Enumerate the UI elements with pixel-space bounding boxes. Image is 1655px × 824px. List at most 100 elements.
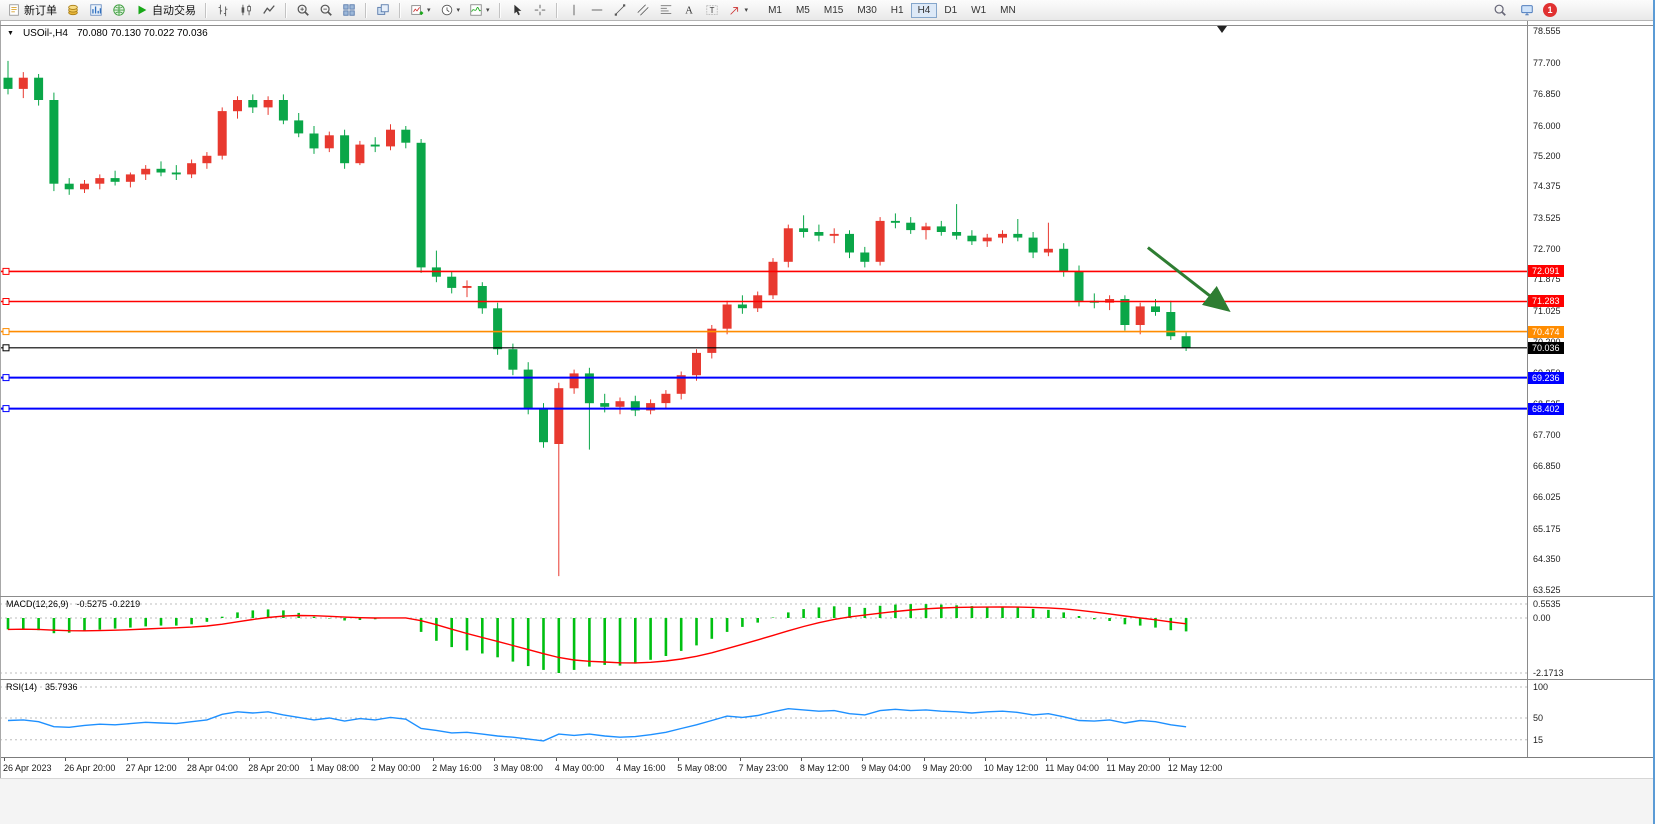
time-axis-label: 4 May 00:00 <box>554 763 605 773</box>
horizontal-line-tool-button[interactable] <box>586 0 608 20</box>
arrows-tool-button[interactable]: ▾ <box>724 0 753 20</box>
time-axis-label: 2 May 00:00 <box>370 763 421 773</box>
channel-tool-button[interactable] <box>632 0 654 20</box>
data-window-button[interactable] <box>85 0 107 20</box>
pane-separator[interactable] <box>0 596 1655 597</box>
toolbar-separator <box>365 2 367 18</box>
new-order-icon <box>9 4 19 16</box>
rsi-value-label: 35.7936 <box>45 682 78 692</box>
candlestick-type-button[interactable] <box>235 0 257 20</box>
time-axis-tick <box>187 758 189 761</box>
macd-axis-tick: 0.5535 <box>1533 598 1561 609</box>
search-button[interactable] <box>1489 0 1511 20</box>
auto-trading-button[interactable]: 自动交易 <box>131 0 200 20</box>
line-chart-icon <box>263 5 275 14</box>
axis-divider <box>1527 21 1528 757</box>
time-axis-label: 3 May 08:00 <box>493 763 543 773</box>
chart-symbol-label: USOil-,H4 <box>22 28 68 39</box>
time-axis-tick <box>984 758 986 761</box>
notification-badge[interactable]: 1 <box>1543 3 1557 17</box>
toolbar-separator <box>498 2 501 18</box>
toolbar-right-group: 1 <box>1489 0 1557 20</box>
time-axis-label: 4 May 16:00 <box>616 763 666 773</box>
time-axis-tick <box>433 758 435 761</box>
price-line-label: 71.283 <box>1528 295 1564 308</box>
macd-name-label: MACD(12,26,9) <box>6 599 69 609</box>
cursor-icon <box>513 4 521 16</box>
crosshair-tool-button[interactable] <box>529 0 551 20</box>
macd-axis-tick: 0.00 <box>1533 613 1551 623</box>
zoom-out-button[interactable] <box>315 0 337 20</box>
label-icon: T <box>705 5 718 15</box>
rsi-name-label: RSI(14) <box>6 682 38 692</box>
tab-timeframe-h1[interactable]: H1 <box>890 4 904 16</box>
price-axis-tick: 71.025 <box>1533 306 1561 317</box>
price-axis-tick: 66.025 <box>1533 492 1561 503</box>
chevron-down-icon: ▾ <box>744 7 749 14</box>
arrow-tool-icon <box>729 6 738 15</box>
tab-timeframe-w1[interactable]: W1 <box>971 4 987 16</box>
chart-header: ▼ USOil-,H4 70.080 70.130 70.022 70.036 <box>7 28 208 39</box>
toolbar-separator <box>205 2 207 18</box>
price-axis-tick: 72.700 <box>1533 243 1561 254</box>
tab-timeframe-d1[interactable]: D1 <box>944 4 958 16</box>
price-axis-tick: 76.850 <box>1533 89 1561 100</box>
new-order-button[interactable]: 新订单 <box>3 0 61 20</box>
tab-timeframe-m30[interactable]: M30 <box>857 4 877 16</box>
time-axis-tick <box>923 758 925 761</box>
time-axis-label: 12 May 12:00 <box>1167 763 1223 773</box>
user-monitor-icon <box>1521 5 1533 16</box>
cursor-tool-button[interactable] <box>506 0 528 20</box>
zoom-in-button[interactable] <box>292 0 314 20</box>
time-axis-label: 10 May 12:00 <box>983 763 1039 773</box>
rsi-canvas <box>0 686 1527 742</box>
time-axis[interactable]: 26 Apr 2023 26 Apr 20:00 27 Apr 12:00 28 Ap… <box>0 757 1655 778</box>
indicator-icon <box>470 4 482 16</box>
rsi-label-row: RSI(14) 35.7936 <box>6 682 78 692</box>
market-watch-button[interactable] <box>62 0 84 20</box>
fibonacci-icon <box>660 5 671 14</box>
tab-timeframe-m1[interactable]: M1 <box>768 4 782 16</box>
svg-text:T: T <box>709 6 714 15</box>
macd-pane[interactable]: MACD(12,26,9) -0.5275 -0.2219 0.5535 0.00… <box>0 597 1655 679</box>
main-chart-pane[interactable]: ▼ USOil-,H4 70.080 70.130 70.022 70.036 … <box>0 21 1655 596</box>
tile-windows-button[interactable] <box>338 0 360 20</box>
vertical-line-tool-button[interactable] <box>563 0 585 20</box>
cascade-windows-button[interactable] <box>372 0 394 20</box>
trendline-icon <box>614 4 625 16</box>
chart-shift-marker[interactable] <box>1217 26 1227 33</box>
rsi-pane[interactable]: RSI(14) 35.7936 100 50 15 <box>0 680 1655 757</box>
price-line-label: 72.091 <box>1528 265 1564 278</box>
label-tool-button[interactable]: T <box>701 0 723 20</box>
chart-top-border <box>0 25 1655 26</box>
time-axis-label: 26 Apr 2023 <box>3 763 52 773</box>
time-axis-tick <box>371 758 373 761</box>
time-axis-tick <box>494 758 496 761</box>
pane-separator[interactable] <box>0 679 1655 680</box>
time-axis-tick <box>4 758 5 761</box>
tab-timeframe-m15[interactable]: M15 <box>823 4 844 16</box>
period-button[interactable]: ▾ <box>436 0 465 20</box>
horizontal-line-icon <box>591 9 602 11</box>
time-axis-label: 11 May 04:00 <box>1045 763 1099 773</box>
line-chart-type-button[interactable] <box>258 0 280 20</box>
indicators-button[interactable]: ▾ <box>465 0 494 20</box>
chart-collapse-icon[interactable]: ▼ <box>7 30 14 37</box>
new-chart-button[interactable]: ▾ <box>406 0 435 20</box>
rsi-axis-tick: 50 <box>1533 713 1544 723</box>
bar-chart-type-button[interactable] <box>212 0 234 20</box>
time-axis-label: 28 Apr 04:00 <box>186 763 238 773</box>
search-icon <box>1494 4 1506 16</box>
time-axis-tick <box>678 758 680 761</box>
terminal-button[interactable] <box>108 0 130 20</box>
price-axis-tick: 71.875 <box>1533 274 1561 285</box>
account-button[interactable] <box>1516 0 1538 20</box>
timeframe-toolbar: M1 M5 M15 M30 H1 H4 D1 W1 MN <box>761 2 1023 18</box>
fibonacci-tool-button[interactable] <box>655 0 677 20</box>
tab-timeframe-mn[interactable]: MN <box>1000 4 1016 16</box>
text-tool-button[interactable]: A <box>678 0 700 20</box>
tab-timeframe-h4[interactable]: H4 <box>910 2 938 18</box>
trendline-tool-button[interactable] <box>609 0 631 20</box>
tab-timeframe-m5[interactable]: M5 <box>795 4 810 16</box>
